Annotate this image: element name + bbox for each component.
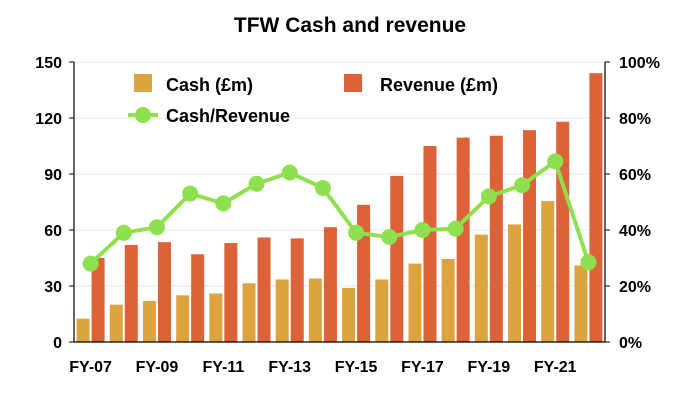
ratio-line [89,159,591,266]
revenue-bar [456,137,470,342]
y-left-tick-label: 150 [35,55,62,72]
cash-bar [109,304,123,342]
ratio-point [115,224,132,241]
x-tick-label: FY-21 [534,359,577,376]
chart-title: TFW Cash and revenue [234,14,466,37]
ratio-point [82,255,99,272]
x-tick-label: FY-11 [202,359,244,376]
x-tick-label: FY-17 [401,359,444,376]
x-tick-label: FY-07 [69,359,112,376]
revenue-bar [191,254,205,342]
cash-bar [441,258,455,342]
ratio-point [314,180,331,196]
ratio-point [348,224,365,241]
y-left-tick-label: 90 [44,167,62,184]
revenue-bar [523,130,537,342]
legend-label-ratio: Cash/Revenue [166,106,290,126]
ratio-point [547,153,564,170]
cash-bar [508,224,522,342]
legend-label-revenue: Revenue (£m) [380,75,498,95]
y-right-tick-label: 0% [619,335,642,352]
revenue-bar [290,238,304,342]
revenue-bar [489,135,503,342]
ratio-point [447,220,464,237]
cash-bar [76,318,90,342]
ratio-point [182,185,199,202]
legend-label-cash: Cash (£m) [166,75,253,95]
cash-bar [308,278,322,342]
cash-bar [242,283,256,342]
revenue-bar [91,258,105,342]
cash-bar [541,201,555,342]
cash-bar [209,293,223,342]
legend-swatch-cash [134,74,152,92]
revenue-bar [224,243,238,342]
x-tick-label: FY-19 [468,359,511,376]
y-left-tick-label: 120 [35,111,62,128]
revenue-bar [257,237,271,342]
ratio-point [248,175,265,192]
legend: Cash (£m) Revenue (£m) Cash/Revenue [128,74,498,126]
ratio-line-layer [82,153,597,272]
ratio-point [381,229,398,245]
legend-swatch-revenue [344,74,362,92]
ratio-point [414,222,431,238]
ratio-point [215,195,232,212]
ratio-point [148,219,165,236]
revenue-bar [124,244,138,342]
revenue-bar [423,146,437,342]
legend-marker-ratio [135,107,151,123]
x-tick-label: FY-15 [335,359,378,376]
y-right-tick-label: 20% [619,279,651,296]
cash-bar [176,295,190,342]
revenue-bar [323,227,337,342]
y-left-tick-label: 0 [53,335,62,352]
cash-bar [474,234,488,342]
y-right-tick-label: 40% [619,223,651,240]
cash-bar [408,263,422,342]
cash-bar [275,279,289,342]
ratio-point [580,254,597,271]
revenue-bar [157,242,171,342]
ratio-point [514,177,531,194]
x-tick-label: FY-13 [268,359,311,376]
ratio-point [281,164,298,181]
cash-bar [142,300,156,342]
y-left-tick-label: 60 [44,223,62,240]
revenue-bar [589,73,603,342]
x-tick-label: FY-09 [136,359,179,376]
axes-layer: 0 30 60 90 120 150 0% 20% 40% 60% 80% 100% FY-07 FY-0… [35,55,660,376]
cash-bar [342,287,356,342]
ratio-point [480,188,497,205]
revenue-bar [390,175,404,342]
y-right-tick-label: 100% [619,55,660,72]
y-left-tick-label: 30 [44,279,62,296]
cash-bar [375,279,389,342]
cash-bar [574,265,588,342]
y-right-tick-label: 80% [619,111,651,128]
y-right-tick-label: 60% [619,167,651,184]
